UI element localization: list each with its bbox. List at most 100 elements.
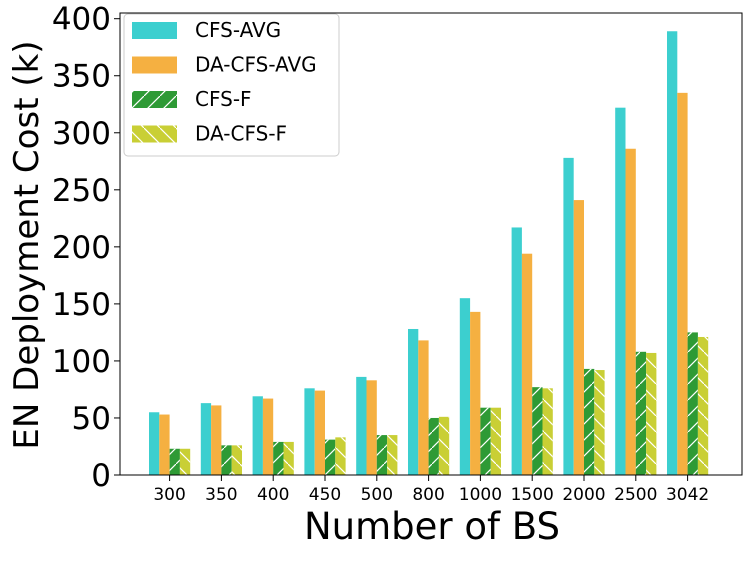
bar-da-cfs-f-300 <box>179 448 191 475</box>
bar-cfs-f-300 <box>169 448 180 475</box>
bar-cfs-avg-450 <box>304 388 315 475</box>
legend-swatch <box>132 22 177 39</box>
bar-fill <box>200 403 212 475</box>
legend-frame <box>123 13 340 157</box>
bar-hatch <box>480 407 491 475</box>
bar-fill <box>625 148 636 475</box>
bar-hatch <box>179 448 191 475</box>
bar-cfs-avg-800 <box>408 328 419 475</box>
bar-cfs-f-450 <box>325 439 336 475</box>
bar-cfs-f-500 <box>376 435 388 475</box>
bar-fill <box>615 107 626 475</box>
bar-cfs-avg-500 <box>356 376 367 475</box>
x-tick-label: 800 <box>412 485 444 505</box>
bar-da-cfs-f-800 <box>438 416 450 475</box>
bar-fill <box>521 253 533 475</box>
legend-item-cfs-f: CFS-F <box>132 87 252 111</box>
legend: CFS-AVG DA-CFS-AVG CFS-F DA-CFS-F <box>123 13 340 157</box>
bar-da-cfs-avg-450 <box>314 390 325 475</box>
legend-swatch-hatch <box>132 125 177 143</box>
bar-hatch <box>221 445 232 475</box>
y-axis-label: EN Deployment Cost (k) <box>7 40 47 449</box>
bar-da-cfs-f-2500 <box>646 352 657 475</box>
y-tick-label: 350 <box>52 59 111 95</box>
bar-hatch <box>438 416 450 475</box>
bar-da-cfs-avg-2000 <box>573 200 584 475</box>
bar-fill <box>667 31 678 475</box>
bar-hatch <box>325 439 336 475</box>
bar-cfs-avg-2500 <box>615 107 626 475</box>
bar-da-cfs-avg-300 <box>159 414 170 475</box>
bar-hatch <box>169 448 180 475</box>
bar-fill <box>314 390 325 475</box>
bar-da-cfs-avg-800 <box>418 340 429 475</box>
bar-fill <box>511 227 522 475</box>
bar-da-cfs-avg-2500 <box>625 148 636 475</box>
bar-hatch <box>532 387 543 475</box>
y-tick-label: 250 <box>52 173 111 209</box>
bar-da-cfs-f-400 <box>283 441 294 475</box>
bar-cfs-avg-300 <box>149 412 160 475</box>
x-tick-label: 1000 <box>459 485 502 505</box>
bar-da-cfs-f-350 <box>231 445 242 475</box>
bar-hatch <box>635 351 647 475</box>
bar-fill <box>563 157 574 475</box>
legend-label: CFS-F <box>195 87 252 111</box>
x-tick-label: 400 <box>257 485 289 505</box>
bar-da-cfs-f-2000 <box>594 370 605 475</box>
x-tick-label: 350 <box>205 485 237 505</box>
bar-hatch <box>687 332 698 475</box>
y-tick-label: 400 <box>52 2 111 38</box>
bar-hatch <box>594 370 605 475</box>
bar-hatch <box>646 352 657 475</box>
bar-cfs-f-1000 <box>480 407 491 475</box>
bar-hatch <box>697 336 709 475</box>
bar-fill <box>304 388 315 475</box>
bar-cfs-f-2500 <box>635 351 647 475</box>
bar-hatch <box>376 435 388 475</box>
bar-cfs-f-1500 <box>532 387 543 475</box>
bar-cfs-avg-400 <box>252 396 263 475</box>
legend-swatch <box>132 56 177 74</box>
bar-da-cfs-avg-3042 <box>677 92 688 475</box>
bar-da-cfs-f-500 <box>387 435 398 475</box>
bar-da-cfs-f-3042 <box>697 336 709 475</box>
bar-hatch <box>584 368 595 475</box>
legend-item-da-cfs-f: DA-CFS-F <box>132 122 287 146</box>
x-tick-label: 2500 <box>614 485 657 505</box>
bar-cfs-f-3042 <box>687 332 698 475</box>
bar-fill <box>159 414 170 475</box>
bar-cfs-avg-1500 <box>511 227 522 475</box>
legend-label: DA-CFS-F <box>195 122 287 146</box>
x-axis-label: Number of BS <box>304 505 560 548</box>
bar-fill <box>408 328 419 475</box>
legend-swatch-hatch <box>132 91 177 108</box>
bar-da-cfs-f-1500 <box>542 388 553 475</box>
bar-cfs-f-400 <box>273 441 284 475</box>
bar-fill <box>262 398 274 475</box>
bar-fill <box>356 376 367 475</box>
bar-cfs-avg-1000 <box>459 298 471 475</box>
bar-hatch <box>231 445 242 475</box>
bar-cfs-f-350 <box>221 445 232 475</box>
x-tick-label: 500 <box>361 485 393 505</box>
bar-cfs-avg-350 <box>200 403 212 475</box>
bar-cfs-f-800 <box>428 417 439 475</box>
y-tick-label: 300 <box>52 116 111 152</box>
bar-hatch <box>283 441 294 475</box>
bar-fill <box>677 92 688 475</box>
bar-fill <box>252 396 263 475</box>
legend-label: DA-CFS-AVG <box>195 53 317 77</box>
bar-hatch <box>387 435 398 475</box>
bar-da-cfs-avg-400 <box>262 398 274 475</box>
bar-hatch <box>428 417 439 475</box>
bar-da-cfs-avg-1500 <box>521 253 533 475</box>
y-tick-label: 150 <box>52 287 111 323</box>
bar-fill <box>366 380 377 475</box>
y-tick-label: 100 <box>52 344 111 380</box>
bar-fill <box>149 412 160 475</box>
bar-cfs-f-2000 <box>584 368 595 475</box>
bar-fill <box>211 405 222 475</box>
